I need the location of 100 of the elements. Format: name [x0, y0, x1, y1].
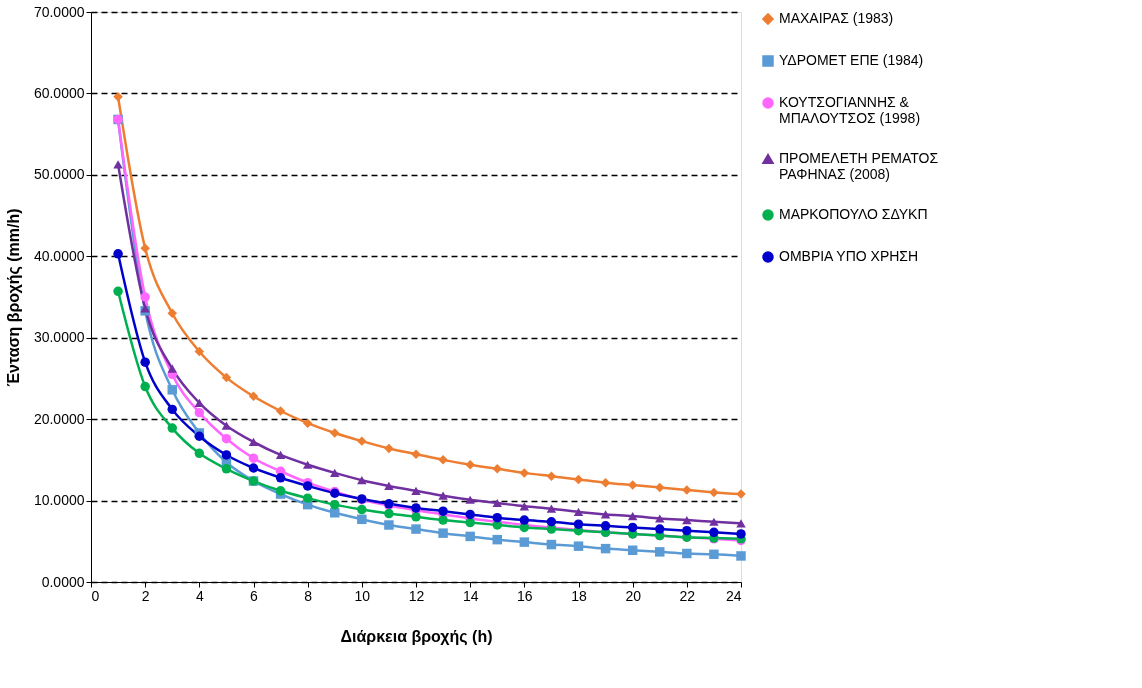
point	[465, 509, 475, 520]
point	[411, 512, 421, 522]
point	[546, 517, 557, 527]
point	[709, 517, 719, 526]
point	[573, 474, 584, 485]
point	[302, 460, 313, 469]
point	[438, 506, 448, 516]
point	[546, 539, 557, 550]
point	[600, 521, 611, 531]
point	[411, 524, 421, 534]
y-tick-label: 70.0000	[33, 3, 85, 20]
x-tick-label: 14	[462, 587, 479, 604]
point	[140, 381, 150, 392]
x-tick-label: 2	[141, 587, 150, 604]
point	[302, 418, 313, 428]
point	[140, 292, 150, 302]
point	[140, 357, 150, 367]
point	[546, 504, 557, 513]
point	[330, 468, 340, 477]
x-tick-label: 20	[625, 587, 642, 604]
point	[465, 517, 475, 528]
legend-label: ΠΡΟΜΕΛΕΤΗ ΡΕΜΑΤΟΣ ΡΑΦΗΝΑΣ (2008)	[779, 150, 939, 182]
point	[573, 541, 584, 551]
point	[275, 406, 286, 416]
point	[655, 482, 665, 493]
legend-label: ΜΑΡΚΟΠΟΥΛΟ ΣΔΥΚΠ	[779, 206, 928, 222]
point	[465, 460, 475, 470]
point	[492, 534, 502, 545]
x-tick-label: 12	[408, 587, 425, 604]
point	[248, 463, 259, 473]
y-axis-title: Ένταση βροχής (mm/h)	[4, 208, 23, 387]
point	[736, 551, 746, 561]
point	[600, 543, 611, 554]
point	[221, 433, 232, 444]
point	[600, 477, 611, 488]
x-tick-label: 24	[725, 587, 742, 604]
point	[519, 537, 530, 547]
point	[248, 391, 259, 402]
point	[465, 495, 475, 504]
x-axis-title: Διάρκεια βροχής (h)	[340, 627, 493, 646]
point	[167, 308, 177, 319]
point	[275, 450, 286, 460]
y-tick-label: 10.0000	[33, 492, 85, 509]
y-tick-label: 20.0000	[33, 410, 85, 427]
legend-label: ΜΑΧΑΙΡΑΣ (1983)	[779, 10, 894, 26]
point	[627, 545, 638, 555]
point	[627, 522, 638, 533]
point	[275, 473, 286, 483]
point	[113, 286, 123, 297]
point	[384, 520, 394, 530]
y-tick-label: 50.0000	[33, 166, 85, 183]
point	[438, 528, 448, 538]
point	[384, 443, 394, 454]
point	[113, 91, 123, 102]
point	[167, 404, 177, 415]
y-tick-label: 0.0000	[41, 573, 85, 590]
point	[330, 428, 340, 438]
y-tick-label: 60.0000	[33, 84, 85, 101]
point	[655, 524, 665, 534]
point	[438, 515, 448, 525]
point	[709, 487, 719, 498]
point	[411, 486, 421, 495]
point	[600, 510, 611, 519]
x-tick-label: 22	[679, 587, 696, 604]
legend-label: ΥΔΡΟΜΕΤ ΕΠΕ (1984)	[779, 52, 924, 68]
point	[546, 471, 557, 481]
point	[221, 464, 232, 474]
point	[465, 531, 475, 542]
point	[357, 514, 367, 525]
point	[194, 398, 205, 407]
point	[248, 437, 259, 447]
x-tick-label: 0	[91, 587, 100, 604]
point	[221, 372, 232, 383]
point	[573, 507, 584, 517]
point	[655, 547, 665, 557]
point	[438, 491, 448, 500]
point	[519, 515, 530, 525]
point	[682, 516, 692, 525]
x-tick-label: 18	[571, 587, 587, 604]
point	[357, 436, 367, 446]
x-tick-label: 8	[304, 587, 313, 604]
x-tick-label: 16	[517, 587, 533, 604]
point	[519, 468, 530, 478]
point	[519, 502, 530, 511]
point	[330, 499, 340, 510]
point	[655, 514, 665, 523]
point	[384, 508, 394, 519]
point	[627, 511, 638, 521]
x-tick-label: 10	[354, 587, 371, 604]
point	[221, 421, 232, 430]
point	[302, 481, 313, 491]
point	[248, 453, 259, 463]
point	[357, 476, 367, 485]
point	[194, 407, 205, 418]
legend-label: ΟΜΒΡΙΑ ΥΠΟ ΧΡΗΣΗ	[779, 248, 919, 264]
legend-label: ΚΟΥΤΣΟΓΙΑΝΝΗΣ & ΜΠΑΛΟΥΤΣΟΣ (1998)	[779, 94, 921, 126]
point	[492, 498, 502, 508]
point	[709, 549, 719, 560]
point	[194, 448, 205, 459]
y-tick-label: 40.0000	[33, 247, 85, 264]
